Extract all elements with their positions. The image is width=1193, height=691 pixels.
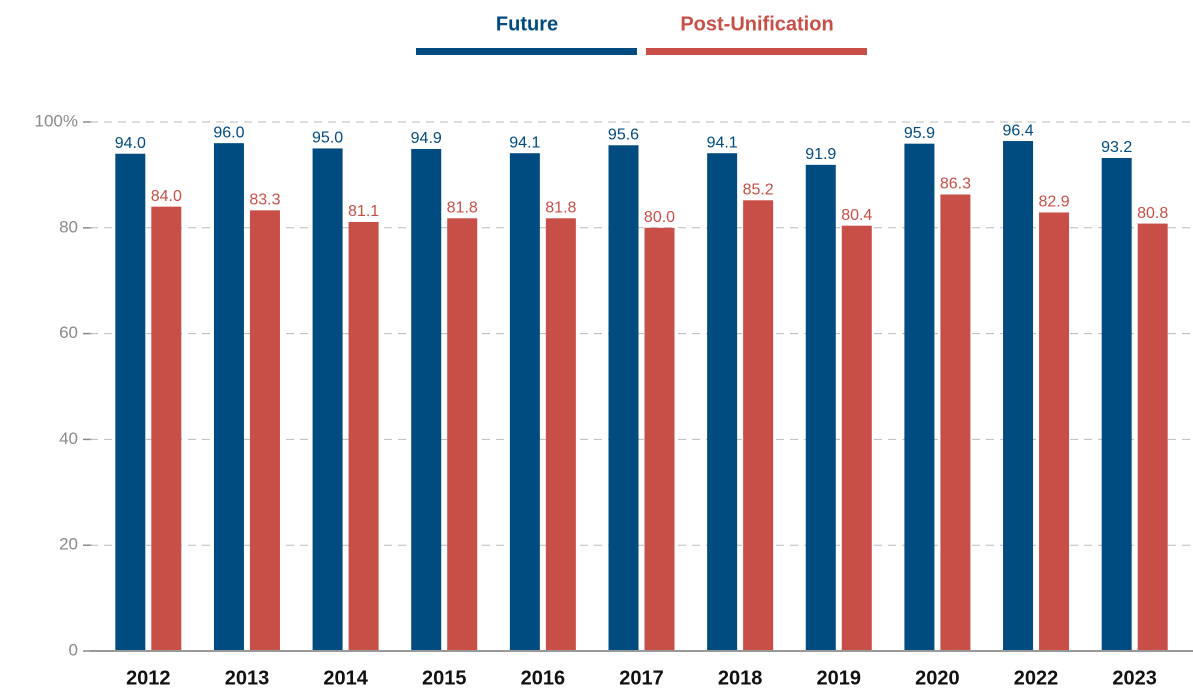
legend-swatch: [646, 48, 867, 55]
bar: [447, 218, 478, 651]
bar: [1137, 223, 1168, 651]
y-tick-label: 40: [59, 429, 78, 448]
value-label: 81.8: [447, 199, 478, 216]
x-tick-label: 2016: [521, 667, 566, 689]
value-label: 80.0: [644, 209, 675, 226]
value-label: 94.0: [115, 135, 146, 152]
bar: [509, 153, 540, 651]
bar: [707, 153, 738, 651]
bar: [348, 221, 379, 651]
x-tick-label: 2022: [1014, 667, 1059, 689]
x-tick-label: 2013: [225, 667, 270, 689]
legend-label: Future: [496, 13, 558, 35]
value-label: 96.0: [213, 124, 244, 141]
value-label: 95.0: [312, 130, 343, 147]
bar: [312, 148, 343, 651]
bar: [213, 143, 244, 651]
value-label: 81.1: [348, 203, 379, 220]
bar: [1003, 141, 1034, 651]
bar: [940, 194, 971, 651]
value-label: 81.8: [545, 199, 576, 216]
value-label: 95.6: [608, 126, 639, 143]
value-label: 95.9: [904, 125, 935, 142]
bar: [151, 206, 182, 651]
value-label: 96.4: [1002, 122, 1033, 139]
x-tick-label: 2017: [619, 667, 664, 689]
bar: [608, 145, 639, 651]
bar: [411, 148, 442, 651]
x-tick-label: 2012: [126, 667, 171, 689]
bar: [545, 218, 576, 651]
value-label: 94.9: [411, 130, 442, 147]
y-tick-label: 100%: [35, 111, 78, 130]
x-tick-label: 2015: [422, 667, 467, 689]
value-label: 93.2: [1101, 139, 1132, 156]
legend-swatch: [416, 48, 637, 55]
bar: [1039, 212, 1070, 652]
y-tick-label: 80: [59, 217, 78, 236]
value-label: 94.1: [509, 134, 540, 151]
x-tick-label: 2018: [718, 667, 763, 689]
x-tick-label: 2019: [817, 667, 862, 689]
value-label: 82.9: [1038, 194, 1069, 211]
legend-label: Post-Unification: [680, 13, 833, 35]
bar: [644, 227, 675, 652]
bar: [115, 153, 146, 652]
y-tick-label: 0: [69, 640, 78, 659]
value-label: 85.2: [743, 182, 774, 199]
value-label: 94.1: [707, 134, 738, 151]
bar: [743, 200, 774, 652]
bar: [805, 164, 836, 651]
value-label: 84.0: [151, 188, 182, 205]
bar: [841, 225, 872, 651]
x-tick-label: 2014: [323, 667, 368, 689]
bar: [1101, 157, 1132, 652]
bar: [249, 210, 280, 651]
y-tick-label: 60: [59, 323, 78, 342]
bar: [904, 143, 935, 651]
x-tick-label: 2023: [1112, 667, 1157, 689]
value-label: 86.3: [940, 176, 971, 193]
value-label: 83.3: [249, 192, 280, 209]
value-label: 80.8: [1137, 205, 1168, 222]
y-tick-label: 20: [59, 535, 78, 554]
value-label: 80.4: [841, 207, 872, 224]
value-label: 91.9: [805, 146, 836, 163]
x-tick-label: 2020: [915, 667, 960, 689]
